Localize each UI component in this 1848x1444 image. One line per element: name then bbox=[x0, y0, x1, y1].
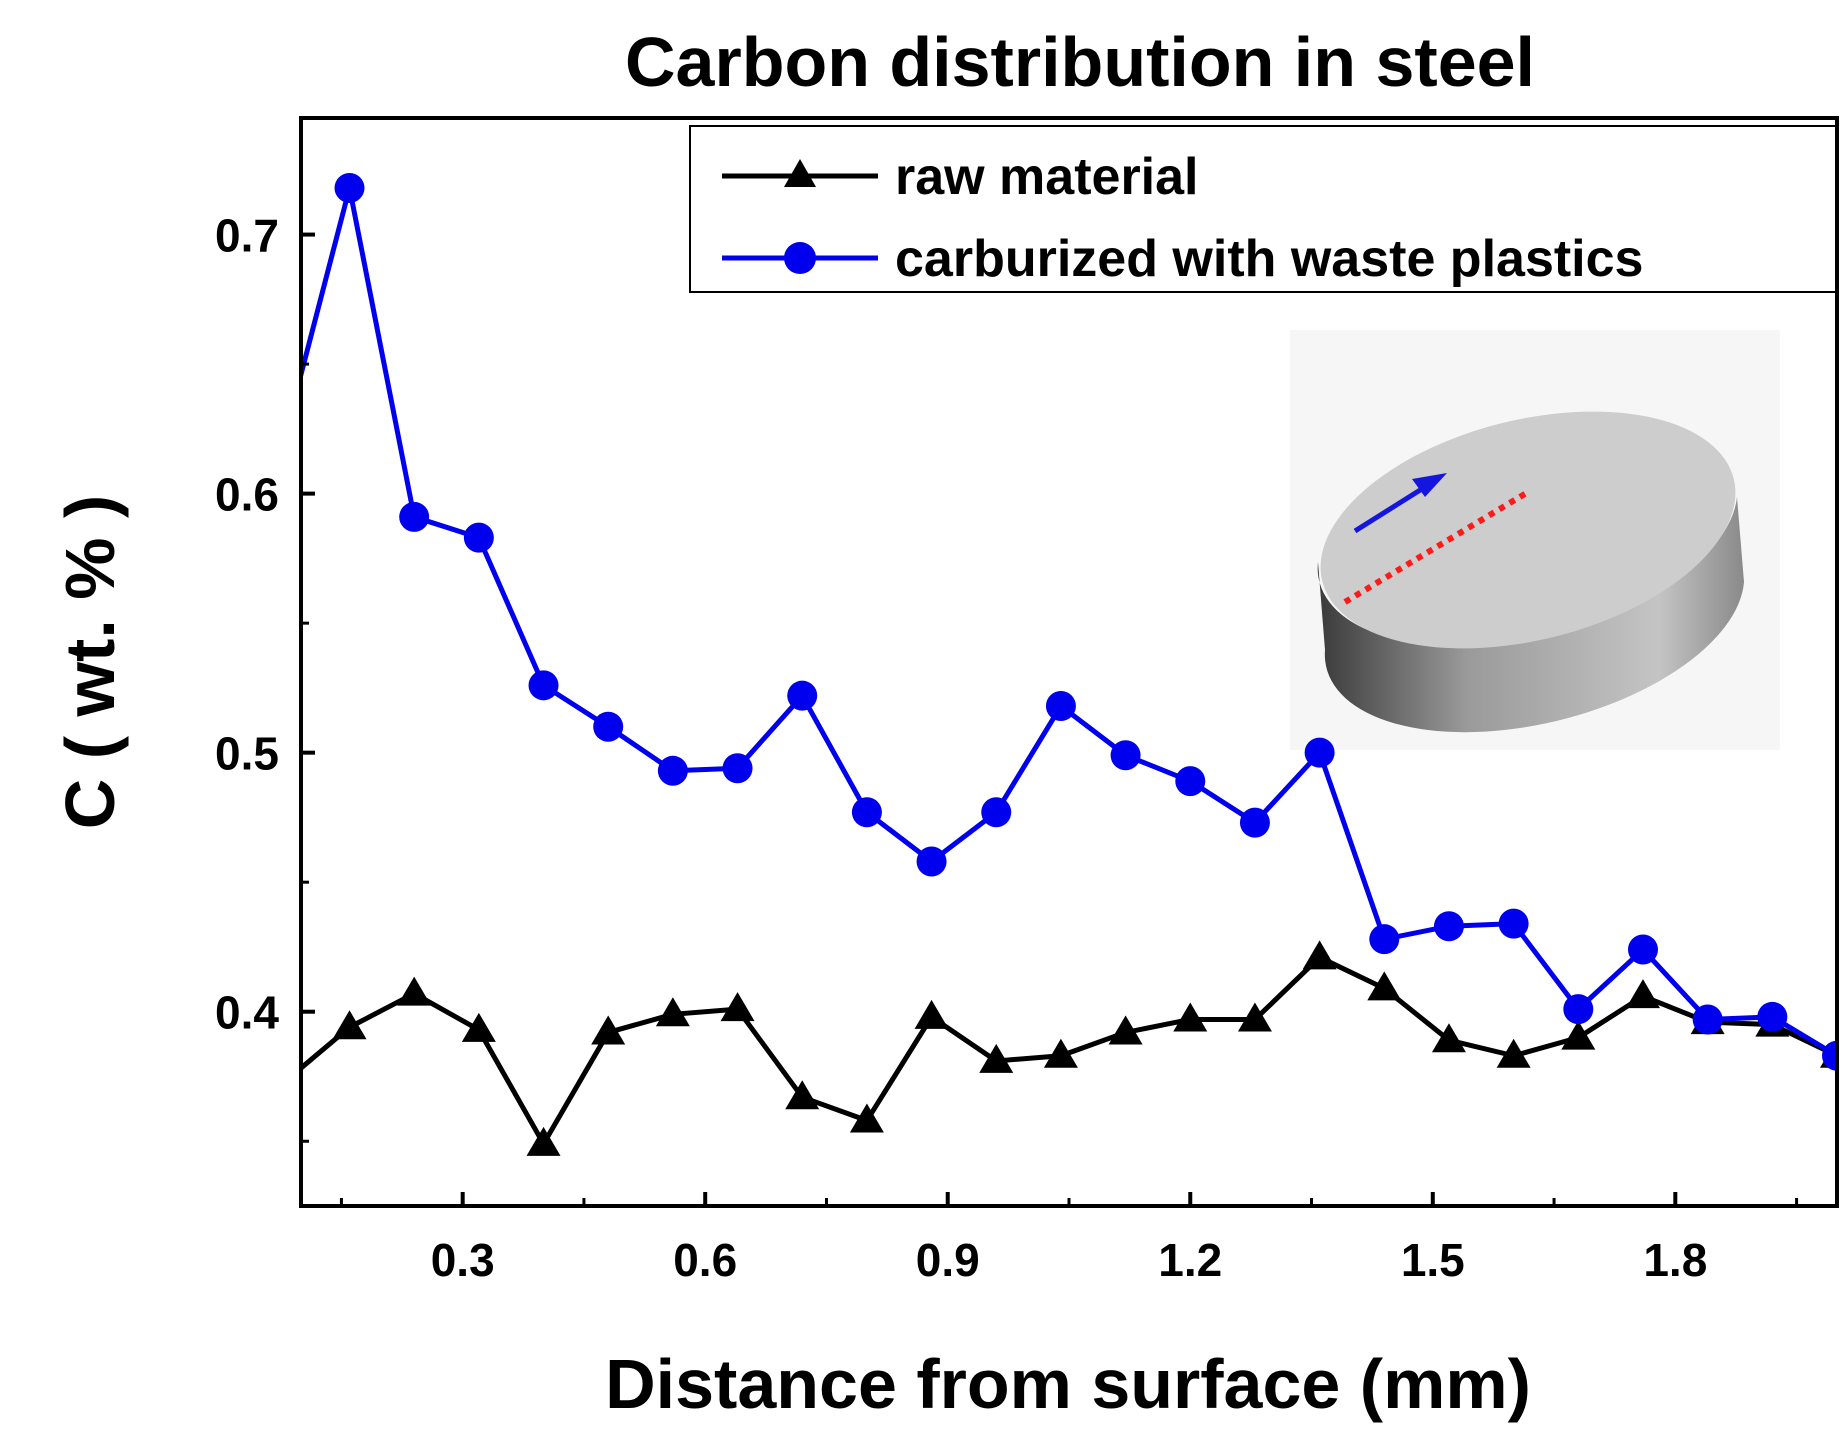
data-point bbox=[461, 1012, 496, 1042]
legend-marker-raw-material bbox=[784, 159, 816, 187]
y-tick-label: 0.4 bbox=[215, 987, 279, 1039]
x-tick-label: 1.5 bbox=[1401, 1234, 1465, 1286]
data-point bbox=[1496, 1038, 1531, 1068]
data-point bbox=[1498, 908, 1529, 939]
data-point bbox=[528, 670, 559, 701]
inset-diagram bbox=[1290, 330, 1780, 750]
x-axis: 0.3 0.6 0.9 1.2 1.5 1.8 bbox=[339, 1192, 1799, 1286]
y-axis: 0.4 0.5 0.6 0.7 bbox=[215, 210, 315, 1143]
data-point bbox=[979, 1043, 1014, 1073]
data-point bbox=[399, 501, 430, 532]
x-tick-label: 0.6 bbox=[673, 1234, 737, 1286]
data-point bbox=[397, 976, 432, 1006]
data-point bbox=[463, 522, 494, 553]
data-point bbox=[334, 172, 365, 203]
data-point bbox=[851, 797, 882, 828]
data-point bbox=[1173, 1002, 1208, 1032]
data-point bbox=[1561, 1020, 1596, 1050]
disc-top bbox=[1320, 411, 1736, 649]
data-point bbox=[785, 1080, 820, 1110]
data-point bbox=[722, 753, 753, 784]
data-point bbox=[1369, 924, 1400, 955]
legend-label-raw-material: raw material bbox=[895, 148, 1199, 206]
direction-arrow-head bbox=[1412, 473, 1447, 497]
data-point bbox=[1433, 911, 1464, 942]
data-point bbox=[1175, 766, 1206, 797]
legend: raw material carburized with waste plast… bbox=[689, 125, 1838, 293]
data-point bbox=[655, 997, 690, 1027]
series-carburized bbox=[270, 172, 1837, 1071]
legend-label-carburized: carburized with waste plastics bbox=[895, 230, 1643, 288]
y-axis-label: C ( wt. % ) bbox=[51, 495, 129, 829]
data-point bbox=[1627, 934, 1658, 965]
data-point bbox=[332, 1010, 367, 1040]
x-tick-label: 1.2 bbox=[1158, 1234, 1222, 1286]
y-tick-label: 0.5 bbox=[215, 728, 279, 780]
data-point bbox=[657, 755, 688, 786]
data-point bbox=[981, 797, 1012, 828]
data-point bbox=[591, 1015, 626, 1045]
data-point bbox=[1237, 1002, 1272, 1032]
data-point bbox=[1431, 1023, 1466, 1053]
legend-marker-carburized bbox=[784, 242, 816, 274]
data-point bbox=[1625, 979, 1660, 1009]
data-point bbox=[1692, 1004, 1723, 1035]
x-axis-label: Distance from surface (mm) bbox=[605, 1345, 1531, 1423]
data-point bbox=[1110, 740, 1141, 771]
data-point bbox=[1108, 1015, 1143, 1045]
data-point bbox=[526, 1126, 561, 1156]
data-point bbox=[1304, 737, 1335, 768]
data-point bbox=[1757, 1001, 1788, 1032]
data-point bbox=[1239, 807, 1270, 838]
data-point bbox=[787, 680, 818, 711]
data-point bbox=[301, 1092, 302, 1094]
data-point bbox=[916, 846, 947, 877]
x-tick-label: 1.8 bbox=[1643, 1234, 1707, 1286]
data-point bbox=[1367, 971, 1402, 1001]
data-point bbox=[1563, 994, 1594, 1025]
data-point bbox=[914, 999, 949, 1029]
y-tick-label: 0.7 bbox=[215, 210, 279, 262]
data-point bbox=[1822, 1040, 1837, 1071]
data-point bbox=[1043, 1038, 1078, 1068]
series-layer bbox=[270, 172, 1837, 1156]
y-tick-label: 0.6 bbox=[215, 469, 279, 521]
chart-title: Carbon distribution in steel bbox=[625, 23, 1535, 101]
data-point bbox=[1045, 691, 1076, 722]
legend-box bbox=[689, 125, 1838, 293]
data-point bbox=[849, 1103, 884, 1133]
x-tick-label: 0.9 bbox=[916, 1234, 980, 1286]
data-point bbox=[720, 992, 755, 1022]
data-point bbox=[270, 422, 300, 452]
direction-arrow-shaft bbox=[1353, 484, 1427, 534]
disc-side bbox=[1317, 497, 1744, 733]
data-point bbox=[1302, 940, 1337, 970]
series-raw-material bbox=[301, 940, 1837, 1156]
data-point bbox=[593, 711, 624, 742]
x-tick-label: 0.3 bbox=[431, 1234, 495, 1286]
